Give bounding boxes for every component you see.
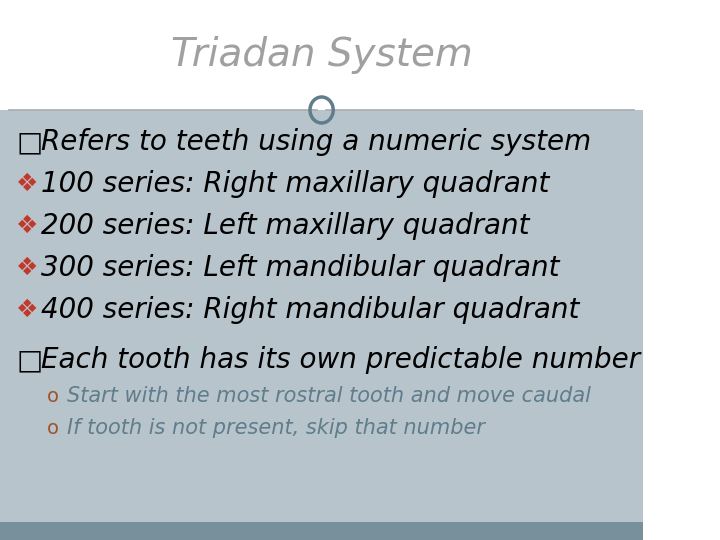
Text: 400 series: Right mandibular quadrant: 400 series: Right mandibular quadrant — [41, 296, 580, 324]
Text: If tooth is not present, skip that number: If tooth is not present, skip that numbe… — [67, 418, 485, 438]
Text: 300 series: Left mandibular quadrant: 300 series: Left mandibular quadrant — [41, 254, 559, 282]
Text: Each tooth has its own predictable number: Each tooth has its own predictable numbe… — [41, 346, 640, 374]
Text: ❖: ❖ — [16, 256, 38, 280]
Text: 200 series: Left maxillary quadrant: 200 series: Left maxillary quadrant — [41, 212, 530, 240]
Text: □: □ — [16, 346, 42, 374]
Text: o: o — [47, 418, 58, 437]
FancyBboxPatch shape — [0, 522, 643, 540]
Text: Triadan System: Triadan System — [171, 36, 472, 74]
FancyBboxPatch shape — [0, 0, 643, 110]
Text: 100 series: Right maxillary quadrant: 100 series: Right maxillary quadrant — [41, 170, 549, 198]
Text: ❖: ❖ — [16, 172, 38, 196]
Text: o: o — [47, 387, 58, 406]
Text: ❖: ❖ — [16, 214, 38, 238]
Text: Refers to teeth using a numeric system: Refers to teeth using a numeric system — [41, 128, 591, 156]
Text: Start with the most rostral tooth and move caudal: Start with the most rostral tooth and mo… — [67, 386, 591, 406]
Text: ❖: ❖ — [16, 298, 38, 322]
Text: □: □ — [16, 128, 42, 156]
FancyBboxPatch shape — [0, 110, 643, 540]
